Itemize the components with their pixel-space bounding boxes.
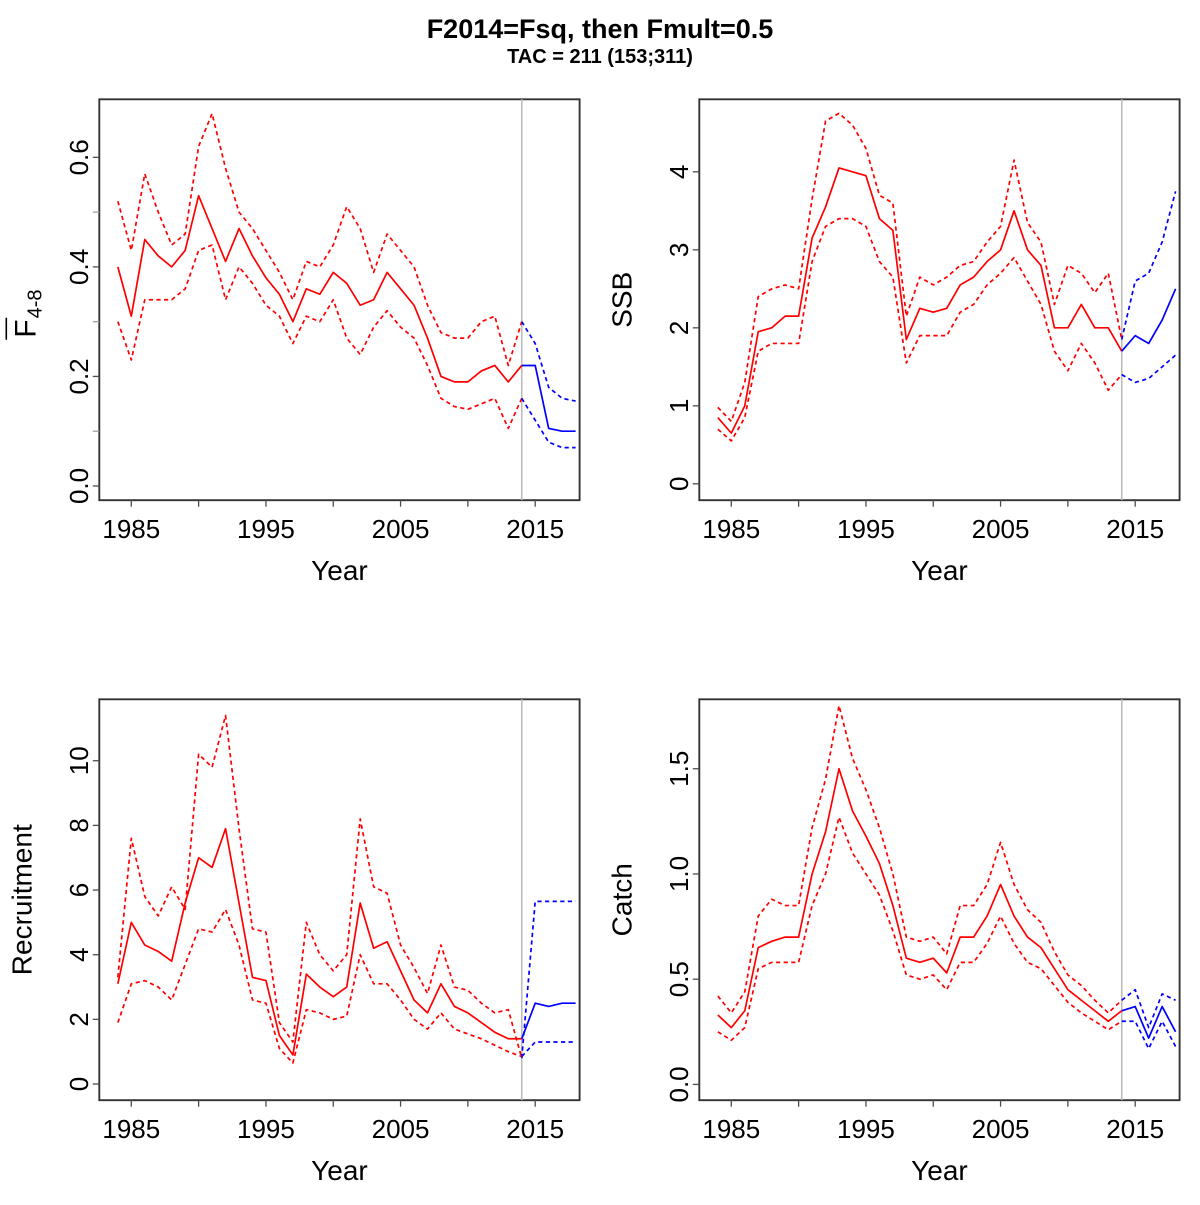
svg-text:1985: 1985 — [102, 514, 160, 544]
svg-text:10: 10 — [64, 746, 94, 775]
svg-text:2: 2 — [64, 1012, 94, 1026]
svg-text:2005: 2005 — [972, 1114, 1030, 1144]
svg-text:1.5: 1.5 — [664, 751, 694, 787]
svg-text:2005: 2005 — [372, 514, 430, 544]
svg-text:SSB: SSB — [606, 272, 637, 328]
svg-text:1995: 1995 — [237, 514, 295, 544]
svg-text:2015: 2015 — [1106, 514, 1164, 544]
svg-text:0.2: 0.2 — [64, 358, 94, 394]
svg-text:4: 4 — [664, 165, 694, 179]
svg-text:1: 1 — [664, 399, 694, 413]
svg-text:2015: 2015 — [506, 1114, 564, 1144]
svg-text:Year: Year — [911, 555, 968, 586]
svg-text:0.0: 0.0 — [64, 468, 94, 504]
svg-text:2: 2 — [664, 321, 694, 335]
svg-text:2015: 2015 — [1106, 1114, 1164, 1144]
svg-text:Year: Year — [311, 555, 368, 586]
svg-text:Year: Year — [911, 1155, 968, 1186]
svg-text:Catch: Catch — [606, 863, 637, 936]
svg-text:0: 0 — [664, 477, 694, 491]
svg-text:1995: 1995 — [837, 1114, 895, 1144]
svg-text:8: 8 — [64, 818, 94, 832]
svg-text:3: 3 — [664, 243, 694, 257]
svg-text:1995: 1995 — [837, 514, 895, 544]
svg-text:F2014=Fsq, then Fmult=0.5: F2014=Fsq, then Fmult=0.5 — [427, 14, 774, 44]
svg-text:2005: 2005 — [972, 514, 1030, 544]
svg-text:2005: 2005 — [372, 1114, 430, 1144]
svg-text:0: 0 — [64, 1077, 94, 1091]
svg-text:2015: 2015 — [506, 514, 564, 544]
svg-text:1.0: 1.0 — [664, 856, 694, 892]
svg-text:Year: Year — [311, 1155, 368, 1186]
svg-text:0.4: 0.4 — [64, 249, 94, 285]
svg-text:4: 4 — [64, 947, 94, 961]
svg-text:0.6: 0.6 — [64, 139, 94, 175]
svg-text:0.5: 0.5 — [664, 961, 694, 997]
svg-text:6: 6 — [64, 883, 94, 897]
svg-text:1985: 1985 — [702, 1114, 760, 1144]
svg-text:1995: 1995 — [237, 1114, 295, 1144]
svg-text:TAC = 211 (153;311): TAC = 211 (153;311) — [507, 46, 693, 68]
svg-text:0.0: 0.0 — [664, 1066, 694, 1102]
svg-text:Recruitment: Recruitment — [6, 824, 37, 975]
svg-text:1985: 1985 — [702, 514, 760, 544]
svg-text:1985: 1985 — [102, 1114, 160, 1144]
